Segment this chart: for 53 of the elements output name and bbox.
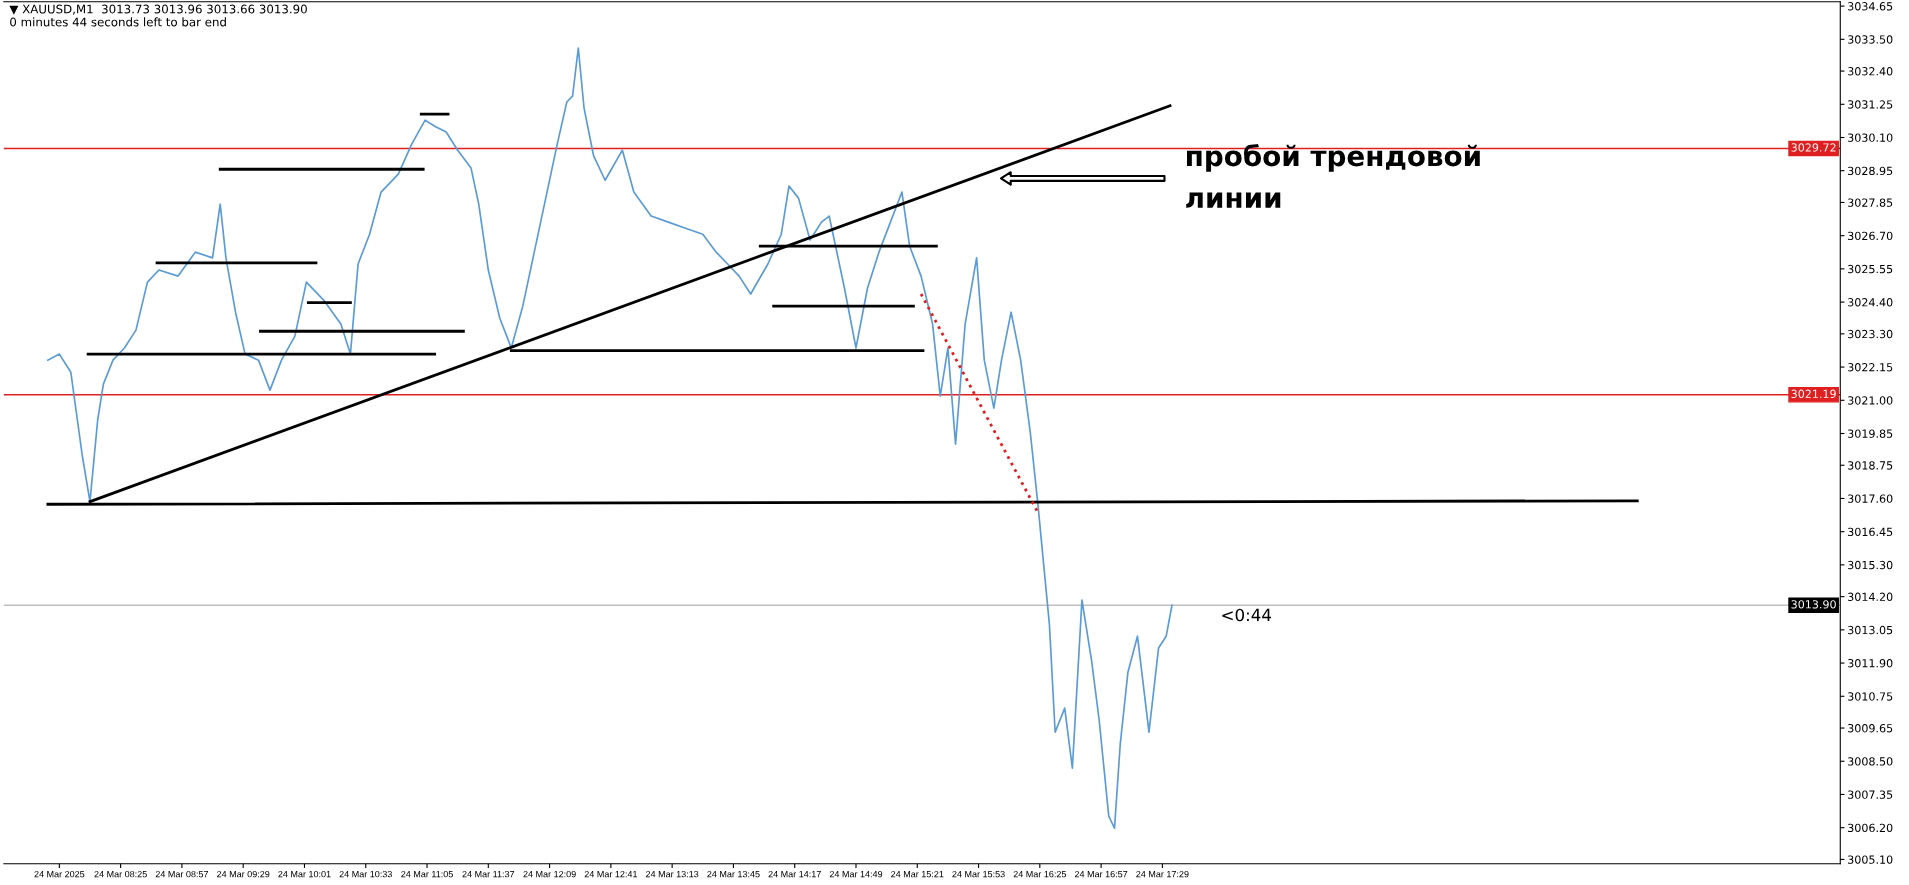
y-tick-label: 3023.30 — [1848, 329, 1893, 339]
y-tick-label: 3027.85 — [1848, 198, 1893, 207]
ref-line-label: 3029.72 — [1791, 143, 1836, 152]
y-tick-label: 3011.90 — [1848, 659, 1893, 668]
annotation: пробой трендовой линии — [1186, 144, 1480, 208]
y-tick-label: 3019.85 — [1848, 429, 1893, 438]
y-tick-label: 3005.10 — [1848, 855, 1893, 864]
x-tick-label: 24 Mar 10:01 — [278, 870, 331, 878]
y-tick-label: 3018.75 — [1848, 461, 1893, 470]
x-tick-label: 24 Mar 16:57 — [1074, 870, 1128, 878]
x-tick-label: 24 Mar 17:29 — [1136, 870, 1189, 878]
ref-line-label: 3021.19 — [1791, 389, 1836, 399]
x-tick-label: 24 Mar 14:17 — [768, 870, 821, 878]
x-tick-label: 24 Mar 16:25 — [1013, 870, 1067, 878]
x-tick-label: 24 Mar 08:57 — [155, 870, 209, 878]
y-tick-label: 3007.35 — [1848, 790, 1893, 799]
x-tick-label: 24 Mar 15:53 — [952, 870, 1005, 878]
ref-line-label: 3013.90 — [1791, 600, 1836, 609]
y-tick-label: 3013.05 — [1848, 625, 1893, 635]
y-tick-label: 3009.65 — [1848, 724, 1893, 733]
y-tick-label: 3008.50 — [1848, 757, 1893, 766]
x-tick-label: 24 Mar 08:25 — [94, 870, 147, 878]
x-tick-label: 24 Mar 13:13 — [646, 870, 699, 878]
x-tick-label: 24 Mar 2025 — [34, 870, 85, 878]
x-tick-label: 24 Mar 11:37 — [462, 870, 515, 878]
x-tick-label: 24 Mar 15:21 — [891, 870, 944, 878]
y-tick-label: 3024.40 — [1848, 298, 1893, 307]
y-tick-label: 3025.55 — [1848, 264, 1893, 274]
y-tick-label: 3032.40 — [1848, 67, 1893, 76]
text: 0 minutes 44 seconds left to bar end — [10, 17, 226, 27]
y-tick-label: 3017.60 — [1848, 494, 1893, 503]
y-tick-label: 3015.30 — [1848, 560, 1893, 570]
y-tick-label: 3033.50 — [1848, 35, 1893, 44]
x-tick-label: 24 Mar 11:05 — [401, 870, 453, 878]
y-tick-label: 3021.00 — [1848, 396, 1893, 405]
y-tick-label: 3006.20 — [1848, 823, 1893, 833]
x-tick-label: 24 Mar 10:33 — [339, 870, 392, 878]
annotation: <0:44 — [1222, 608, 1272, 622]
y-tick-label: 3030.10 — [1848, 133, 1893, 142]
y-tick-label: 3028.95 — [1848, 166, 1893, 176]
y-tick-label: 3016.45 — [1848, 527, 1893, 537]
y-tick-label: 3014.20 — [1848, 592, 1893, 602]
y-tick-label: 3031.25 — [1848, 100, 1893, 109]
y-tick-label: 3026.70 — [1848, 231, 1893, 241]
chart-title: ▼ XAUUSD,M1 3013.73 3013.96 3013.66 3013.90 — [9, 4, 307, 15]
y-tick-label: 3034.65 — [1848, 2, 1893, 11]
x-tick-label: 24 Mar 14:49 — [829, 870, 883, 878]
x-tick-label: 24 Mar 13:45 — [707, 870, 760, 878]
x-tick-label: 24 Mar 09:29 — [217, 870, 270, 878]
x-tick-label: 24 Mar 12:41 — [584, 870, 638, 878]
y-tick-label: 3010.75 — [1848, 692, 1893, 701]
x-tick-label: 24 Mar 12:09 — [523, 870, 576, 878]
y-tick-label: 3022.15 — [1848, 363, 1893, 372]
